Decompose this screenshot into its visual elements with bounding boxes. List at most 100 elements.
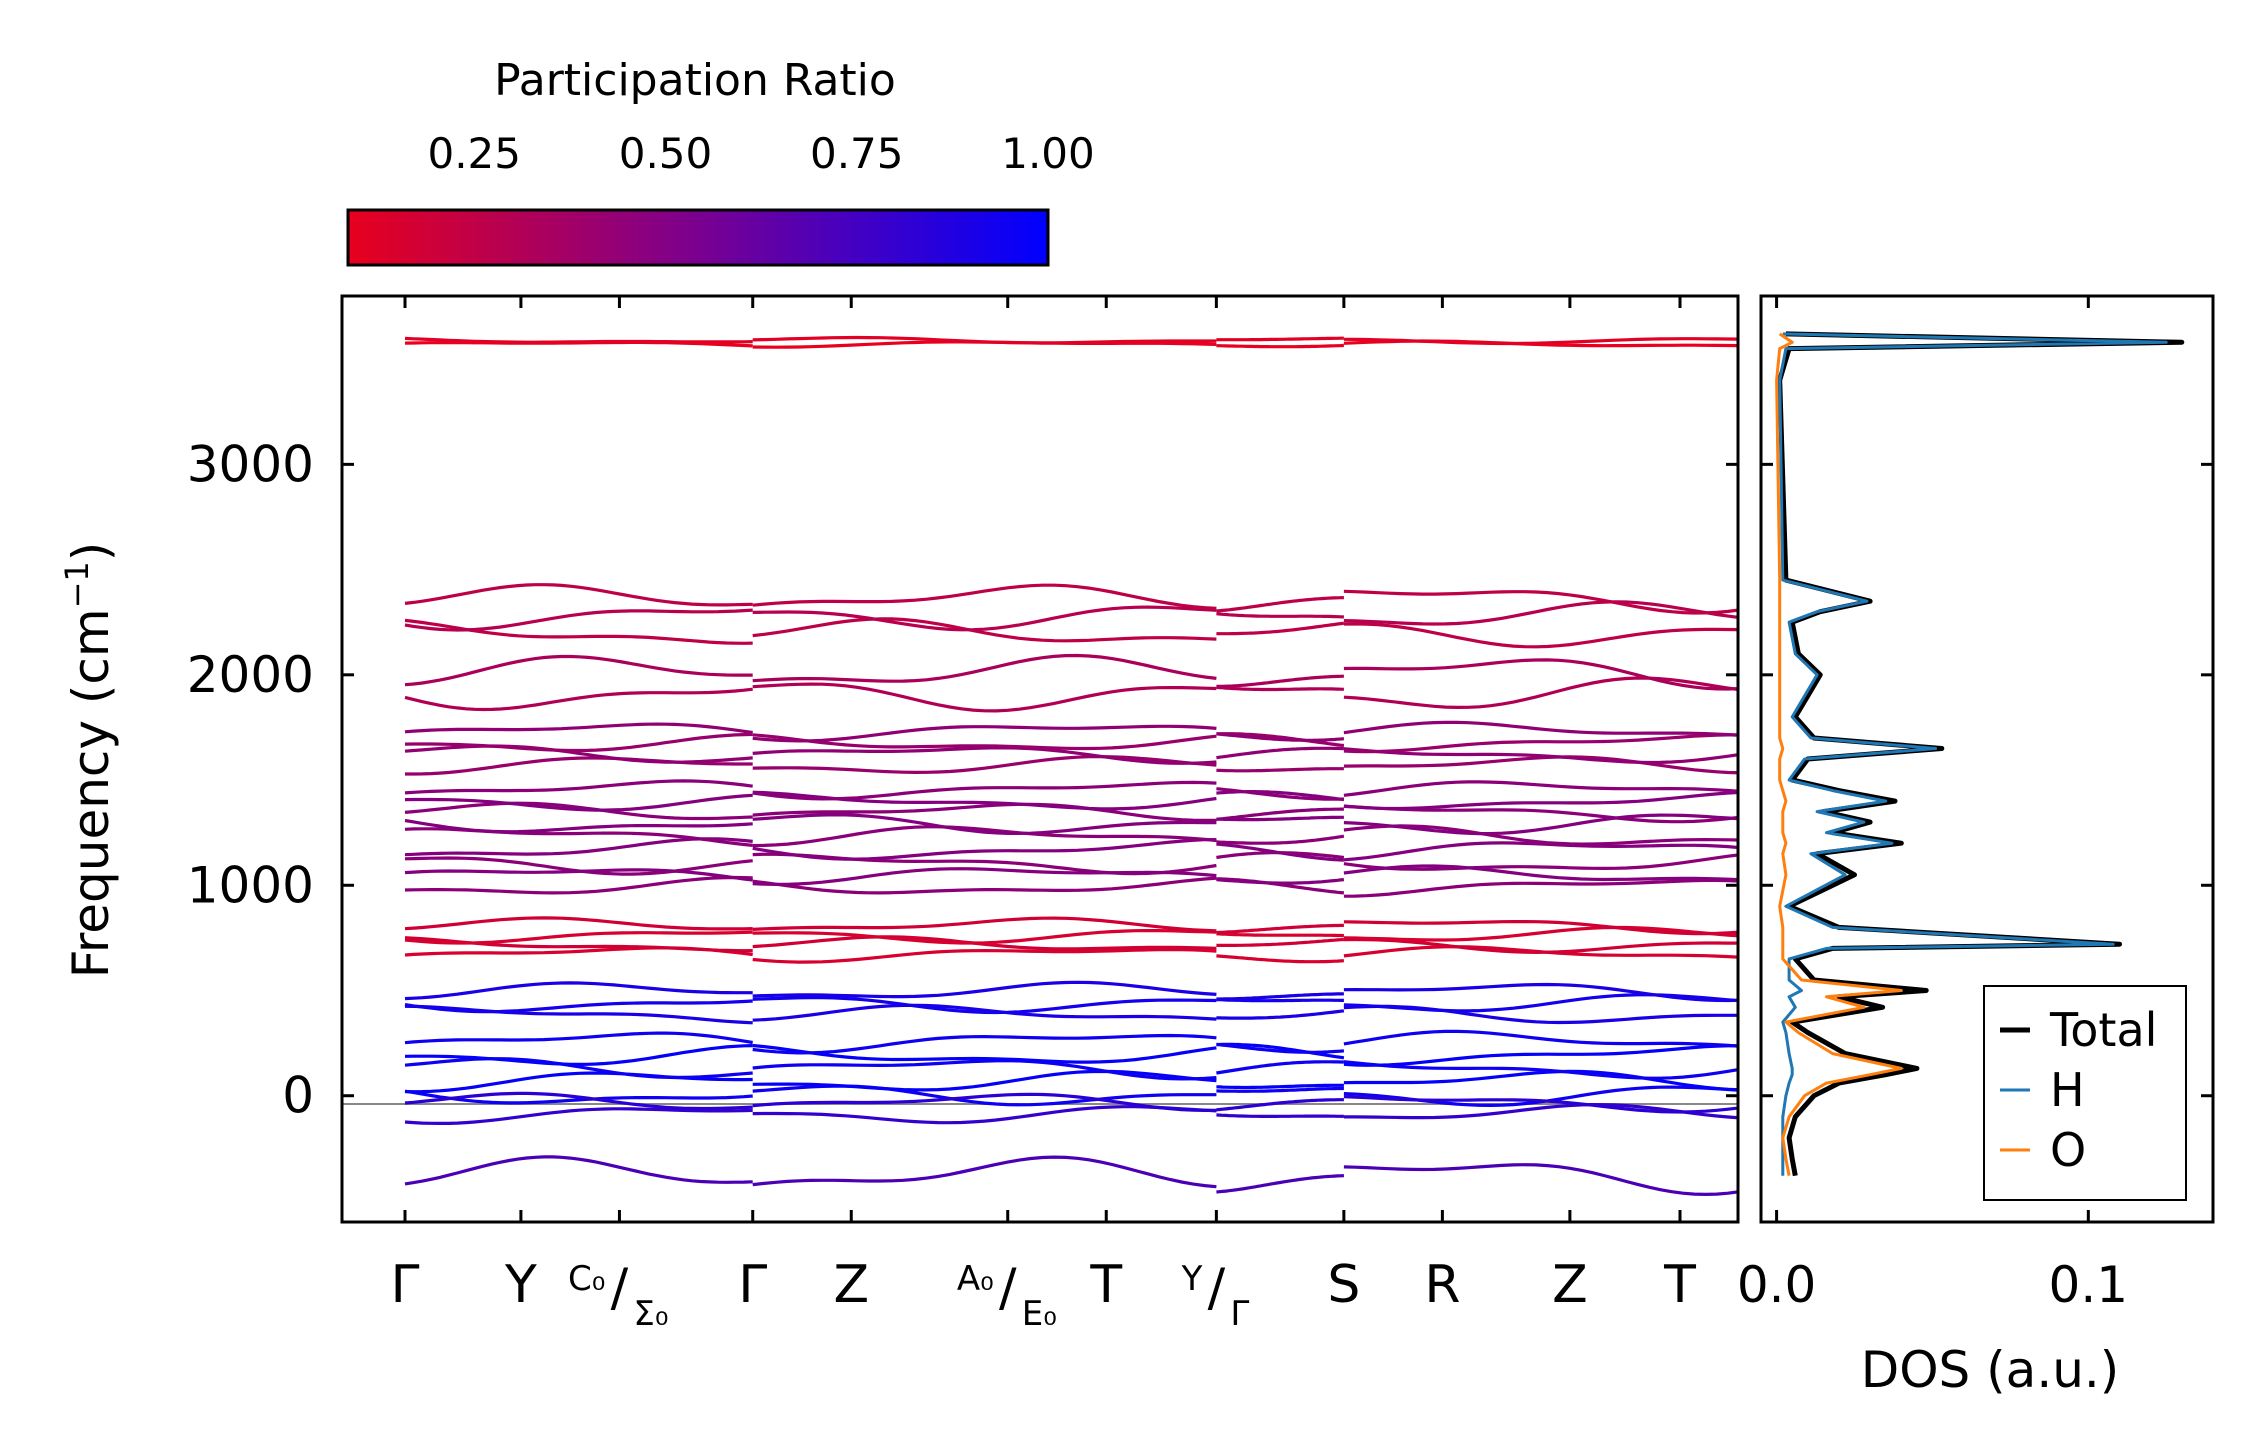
colorbar-gradient bbox=[346, 208, 1050, 267]
band-line bbox=[1216, 1042, 1345, 1060]
band-line bbox=[752, 838, 1217, 861]
band-line bbox=[1343, 589, 1738, 615]
dos-line-h bbox=[1778, 332, 2168, 1176]
band-line bbox=[404, 916, 753, 931]
band-line bbox=[1343, 993, 1738, 1013]
band-line bbox=[752, 916, 1217, 933]
band-line bbox=[404, 1107, 753, 1125]
band-line bbox=[1216, 1009, 1345, 1020]
band-line bbox=[1216, 336, 1344, 342]
band-line bbox=[404, 827, 753, 847]
band-line bbox=[1343, 622, 1738, 649]
band-line bbox=[404, 654, 753, 687]
legend-label: O bbox=[2050, 1123, 2086, 1177]
band-line bbox=[404, 1089, 753, 1105]
band-line bbox=[752, 1003, 1217, 1022]
kpoint-label-slash: / bbox=[999, 1258, 1017, 1318]
band-line bbox=[1343, 813, 1738, 836]
band-line bbox=[1343, 864, 1738, 882]
band-line bbox=[752, 746, 1217, 765]
band-line bbox=[404, 868, 753, 882]
band-line bbox=[404, 1044, 753, 1067]
band-line bbox=[752, 876, 1217, 895]
band-line bbox=[1216, 998, 1344, 1003]
kpoint-label-den: Γ bbox=[1230, 1294, 1249, 1334]
band-line bbox=[1216, 932, 1344, 938]
kpoint-label: T bbox=[1089, 1255, 1122, 1315]
band-line bbox=[1216, 1113, 1344, 1118]
dos-xtick-label: 0.0 bbox=[1737, 1256, 1817, 1314]
legend-box bbox=[1983, 985, 2187, 1201]
band-line bbox=[752, 813, 1217, 835]
band-line bbox=[1343, 878, 1738, 898]
band-lines bbox=[404, 335, 1738, 1197]
band-ylabel: Frequency (cm−1) bbox=[58, 542, 120, 979]
band-line bbox=[404, 732, 753, 753]
band-line bbox=[752, 617, 1217, 643]
kpoint-label-slash: / bbox=[611, 1258, 629, 1318]
band-line bbox=[752, 929, 1217, 945]
band-line bbox=[1343, 1095, 1738, 1114]
band-line bbox=[1343, 337, 1738, 346]
band-line bbox=[752, 754, 1217, 775]
band-line bbox=[1216, 787, 1344, 801]
band-line bbox=[1216, 732, 1345, 742]
kpoint-label: T bbox=[1663, 1255, 1696, 1315]
band-line bbox=[752, 583, 1217, 610]
band-line bbox=[404, 336, 753, 344]
colorbar-title: Participation Ratio bbox=[494, 55, 896, 106]
dos-axes: 0.0 0.1 bbox=[1737, 296, 2213, 1314]
band-line bbox=[752, 1092, 1217, 1112]
ylabel-base: Frequency (cm bbox=[62, 608, 120, 978]
band-line bbox=[1343, 920, 1738, 936]
band-line bbox=[1216, 954, 1344, 964]
kpoint-label: Γ bbox=[391, 1255, 420, 1315]
band-line bbox=[752, 825, 1217, 848]
band-line bbox=[404, 793, 753, 812]
band-line bbox=[1216, 596, 1344, 613]
band-line bbox=[404, 1091, 753, 1111]
legend-label: Total bbox=[2049, 1003, 2157, 1057]
band-line bbox=[1216, 1174, 1344, 1194]
band-line bbox=[1216, 612, 1344, 619]
band-line bbox=[1216, 815, 1344, 822]
band-line bbox=[752, 682, 1217, 713]
band-line bbox=[1216, 685, 1344, 692]
ylabel-sup: −1 bbox=[58, 561, 96, 608]
band-line bbox=[404, 1057, 753, 1080]
band-line bbox=[1343, 658, 1738, 691]
band-line bbox=[1216, 1060, 1344, 1075]
band-line bbox=[1216, 807, 1344, 821]
band-line bbox=[752, 1033, 1217, 1055]
band-line bbox=[1216, 343, 1344, 349]
colorbar-tick-label: 1.00 bbox=[1001, 129, 1095, 178]
band-line bbox=[404, 1004, 753, 1025]
band-line bbox=[752, 995, 1217, 1015]
band-line bbox=[404, 608, 753, 632]
band-line bbox=[1216, 878, 1345, 885]
dos-legend: Total HO bbox=[1983, 985, 2187, 1201]
band-line bbox=[404, 930, 753, 945]
band-line bbox=[1343, 747, 1738, 765]
band-frame bbox=[340, 294, 1740, 1224]
band-line bbox=[752, 335, 1217, 345]
band-line bbox=[1216, 834, 1345, 845]
band-line bbox=[752, 653, 1217, 683]
band-line bbox=[404, 583, 753, 607]
kpoint-label-num: A₀ bbox=[957, 1259, 994, 1299]
kpoint-label-num: Y bbox=[1181, 1259, 1203, 1299]
band-line bbox=[1343, 780, 1738, 797]
band-line bbox=[404, 837, 753, 857]
dos-lines bbox=[1775, 331, 2185, 1177]
band-line bbox=[1343, 945, 1738, 959]
band-line bbox=[1216, 674, 1344, 688]
band-line bbox=[1343, 1060, 1738, 1080]
band-line bbox=[1216, 767, 1344, 773]
band-ytick-label: 2000 bbox=[187, 646, 314, 704]
kpoint-label-den: E₀ bbox=[1022, 1294, 1057, 1334]
band-line bbox=[752, 1105, 1217, 1125]
band-line bbox=[404, 1031, 753, 1045]
band-line bbox=[1343, 1044, 1738, 1067]
band-line bbox=[752, 605, 1217, 632]
